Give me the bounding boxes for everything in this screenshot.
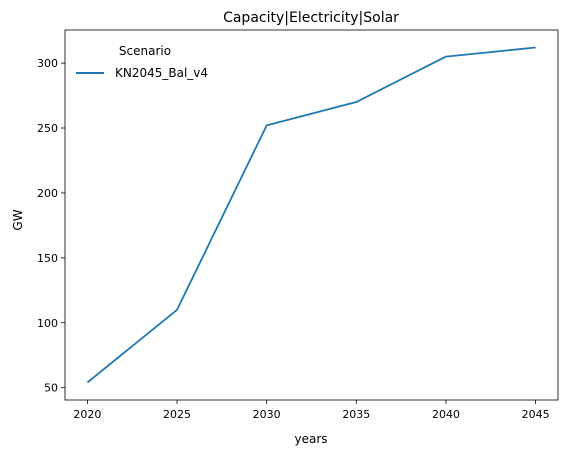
x-tick-label: 2045 xyxy=(522,408,550,421)
y-tick-label: 300 xyxy=(37,57,58,70)
y-tick-label: 50 xyxy=(44,382,58,395)
x-tick-label: 2025 xyxy=(163,408,191,421)
y-tick-label: 200 xyxy=(37,187,58,200)
legend-title: Scenario xyxy=(119,44,171,58)
x-axis-label: years xyxy=(294,432,327,446)
plot-frame xyxy=(64,29,559,401)
y-tick-label: 250 xyxy=(37,122,58,135)
y-axis-label: GW xyxy=(11,209,25,230)
x-tick-label: 2030 xyxy=(253,408,281,421)
legend-label: KN2045_Bal_v4 xyxy=(115,66,208,80)
x-tick-label: 2020 xyxy=(73,408,101,421)
y-tick-label: 150 xyxy=(37,252,58,265)
chart-title: Capacity|Electricity|Solar xyxy=(223,10,399,26)
y-tick-label: 100 xyxy=(37,317,58,330)
series-line-0 xyxy=(86,46,536,384)
x-tick-label: 2035 xyxy=(342,408,370,421)
legend: Scenario KN2045_Bal_v4 xyxy=(76,44,208,80)
plot-area: 2020 2025 2030 2035 2040 2045 50 100 150 200 250 30… xyxy=(37,29,559,421)
x-tick-label: 2040 xyxy=(432,408,460,421)
